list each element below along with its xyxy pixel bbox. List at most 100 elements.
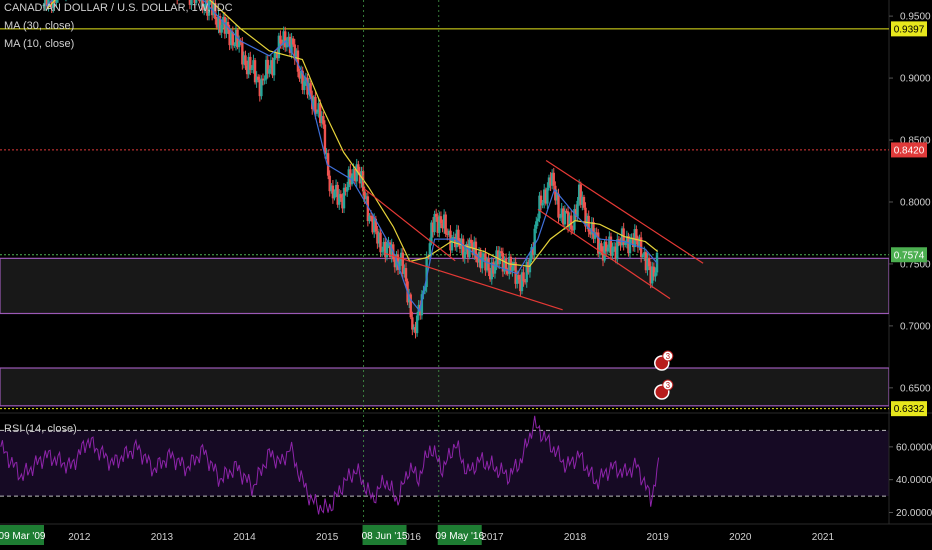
vertical-marker-tag-label: 09 May '16 [435,531,484,542]
candle-body [260,78,263,97]
candle-body [557,193,560,218]
candle-body [520,272,524,292]
candle-body [603,241,606,261]
candle-body [199,0,203,2]
vertical-marker-tag [362,525,407,545]
x-tick-label: 2019 [647,532,670,543]
candle-body [651,266,654,284]
candle-body [506,269,509,274]
candle-body [284,31,287,48]
candle-body [353,168,357,182]
candle-body [450,237,454,251]
rsi-tick-label: 40.0000 [896,475,932,486]
candle-body [454,237,457,248]
candle-body [619,243,622,246]
candle-body [590,221,594,235]
candle-body [349,169,352,185]
candle-body [201,0,204,11]
price-level-tag-label: 0.6332 [894,404,925,415]
price-level-tag [891,401,927,417]
candle-body [425,256,428,288]
candle-body [409,294,412,318]
candle-body [562,208,565,225]
candle-body [501,252,505,272]
ma10-legend: MA (10, close) [4,38,75,50]
candle-body [492,262,495,274]
candle-body [649,266,652,284]
candle-body [314,96,317,114]
candle-body [358,171,362,184]
x-tick-label: 2014 [233,532,256,543]
candle-body [250,68,254,70]
vertical-marker-tag [437,525,482,545]
candle-body [223,16,227,34]
candle-body [373,218,376,233]
candle-body [565,210,568,212]
candle-body [468,239,471,258]
candle-body [635,229,638,241]
candle-body [589,231,592,235]
candle-body [233,44,236,46]
event-badge-count-bg [662,350,674,362]
candle-body [566,211,570,228]
x-tick-label: 2017 [481,532,504,543]
candle-body [585,215,589,227]
candle-body [193,0,196,3]
candle-body [449,230,452,251]
ma30-legend: MA (30, close) [4,20,75,32]
candle-body [466,244,470,258]
candle-body [611,247,614,256]
candle-body [371,216,374,233]
candle-body [498,251,501,265]
candle-body [455,229,459,248]
candle-body [434,213,438,217]
candle-body [549,177,552,186]
y-tick-label: 0.9000 [900,74,931,85]
candle-body [344,187,347,192]
candle-body [390,244,393,257]
candle-body [415,315,419,334]
x-tick-label: 2021 [812,532,835,543]
x-start-tag [0,525,44,545]
candle-body [315,112,319,114]
candle-body [595,232,598,234]
price-level-tag [891,247,927,263]
candle-body [328,175,331,192]
y-tick-label: 0.8000 [900,197,931,208]
candle-body [269,60,273,69]
candle-body [482,253,486,258]
candle-body [581,196,584,205]
candle-body [312,96,316,110]
candle-body [558,217,562,219]
candle-body [500,251,503,253]
candle-body [245,65,249,75]
x-start-tag-label: 09 Mar '09 [0,531,46,542]
candle-body [257,76,260,80]
candle-body [261,78,265,81]
rsi-tick-label: 20.0000 [896,508,932,519]
candle-body [195,0,198,3]
candle-body [42,4,45,7]
candle-body [323,124,327,155]
candle-body [214,3,217,20]
candle-body [249,56,252,70]
candle-body [258,79,262,97]
candle-body [263,79,266,81]
candle-body [339,194,343,198]
candle-body [516,275,519,284]
candle-body [485,258,489,271]
price-level-tag-label: 0.7574 [894,250,925,261]
candle-body [188,0,192,5]
candle-body [303,81,306,91]
candle-body [446,234,449,236]
event-badge-count-bg [662,379,674,391]
candle-body [272,57,276,76]
candle-body [458,242,462,249]
candle-body [573,209,576,230]
candle-body [628,239,632,254]
candle-body [444,214,447,235]
candle-body [301,70,304,91]
candle-body [420,294,424,316]
candle-body [322,116,325,125]
